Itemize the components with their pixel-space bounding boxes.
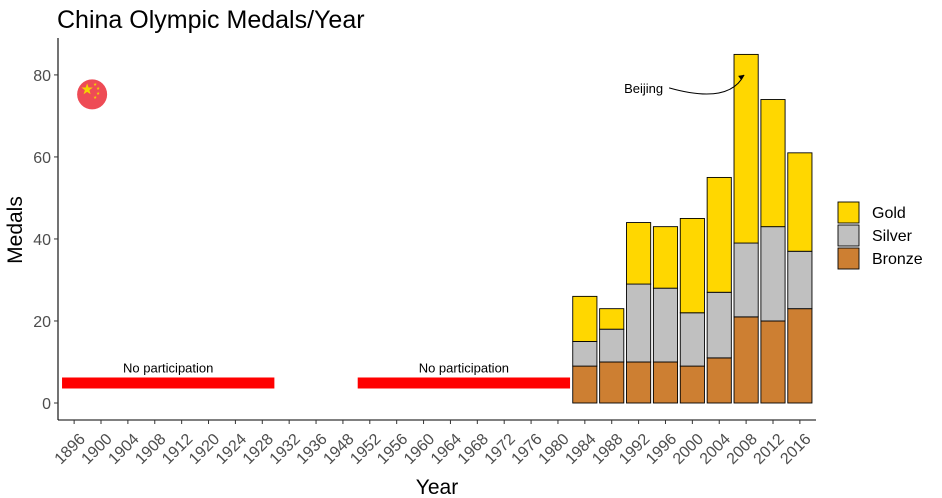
china-flag-icon xyxy=(77,79,108,110)
bar-gold xyxy=(706,176,732,293)
bar-silver xyxy=(626,283,652,363)
bar-silver xyxy=(572,341,598,367)
bar-bronze xyxy=(572,365,598,404)
x-tick-label: 1920 xyxy=(186,431,223,468)
x-tick-label: 1924 xyxy=(213,431,250,468)
arrowhead-icon xyxy=(738,74,745,80)
bar-bronze xyxy=(706,357,732,404)
x-tick-label: 1980 xyxy=(536,431,573,468)
y-tick-label: 40 xyxy=(33,232,51,249)
bar-silver xyxy=(652,287,679,363)
bar-gold xyxy=(572,295,598,342)
x-tick-label: 2012 xyxy=(751,431,788,468)
bar-bronze xyxy=(679,365,705,404)
bar-gold xyxy=(787,152,813,252)
x-tick-label: 1984 xyxy=(562,431,599,468)
legend-swatch-silver xyxy=(837,224,860,247)
legend-label-bronze: Bronze xyxy=(872,251,923,268)
x-tick-label: 1948 xyxy=(320,431,357,468)
bar-bronze xyxy=(733,316,759,404)
x-tick-label: 1972 xyxy=(482,431,519,468)
bar-bronze xyxy=(760,320,786,404)
x-tick-label: 1992 xyxy=(616,431,653,468)
chart-title: China Olympic Medals/Year xyxy=(57,6,365,34)
x-tick-label: 2008 xyxy=(724,431,761,468)
y-tick-label: 60 xyxy=(33,150,51,167)
legend-label-gold: Gold xyxy=(872,205,906,222)
x-tick-label: 1976 xyxy=(509,431,546,468)
legend-swatch-gold xyxy=(837,201,860,224)
x-tick-label: 1956 xyxy=(374,431,411,468)
no-participation-bar xyxy=(357,377,571,389)
bar-silver xyxy=(787,250,813,310)
bar-gold xyxy=(626,222,652,285)
x-tick-label: 1952 xyxy=(347,431,384,468)
legend-label-silver: Silver xyxy=(872,228,913,245)
x-tick-label: 1960 xyxy=(401,431,438,468)
y-tick-label: 0 xyxy=(42,396,51,413)
y-tick-label: 80 xyxy=(33,68,51,85)
bar-gold xyxy=(760,99,786,228)
bar-silver xyxy=(760,226,786,322)
x-tick-label: 1908 xyxy=(132,431,169,468)
x-tick-label: 2016 xyxy=(777,431,814,468)
no-participation-label: No participation xyxy=(123,360,213,375)
no-participation-bar xyxy=(62,377,275,389)
bar-silver xyxy=(599,328,625,363)
bar-silver xyxy=(706,291,732,359)
legend: Gold Silver Bronze xyxy=(837,201,923,270)
bar-gold xyxy=(679,217,705,314)
beijing-arrow xyxy=(668,74,745,95)
x-tick-label: 1912 xyxy=(159,431,196,468)
plot-area: 0 20 40 60 80 1896190019041908191219201924192… xyxy=(33,38,816,468)
bar-silver xyxy=(733,242,759,318)
bar-bronze xyxy=(787,308,813,404)
bar-silver xyxy=(679,312,705,367)
y-axis-title: Medals xyxy=(4,196,27,264)
x-tick-label: 1900 xyxy=(79,431,116,468)
x-tick-label: 1904 xyxy=(105,431,142,468)
y-tick-label: 20 xyxy=(33,314,51,331)
legend-swatch-bronze xyxy=(837,247,860,270)
no-participation-label: No participation xyxy=(419,360,509,375)
x-tick-label: 1964 xyxy=(428,431,465,468)
x-tick-label: 2004 xyxy=(697,431,734,468)
x-tick-label: 1932 xyxy=(267,431,304,468)
x-tick-label: 1928 xyxy=(240,431,277,468)
x-tick-label: 1988 xyxy=(589,431,626,468)
x-tick-label: 1996 xyxy=(643,431,680,468)
x-tick-label: 1968 xyxy=(455,431,492,468)
x-axis-title: Year xyxy=(416,476,458,498)
bar-gold xyxy=(652,226,679,289)
bar-gold xyxy=(599,308,625,330)
beijing-label: Beijing xyxy=(624,81,663,96)
x-tick-label: 1896 xyxy=(52,431,89,468)
bar-bronze xyxy=(599,361,625,404)
x-tick-label: 1936 xyxy=(294,431,331,468)
bar-gold xyxy=(733,53,759,244)
bar-bronze xyxy=(626,361,652,404)
bar-bronze xyxy=(652,361,679,404)
x-tick-label: 2000 xyxy=(670,431,707,468)
